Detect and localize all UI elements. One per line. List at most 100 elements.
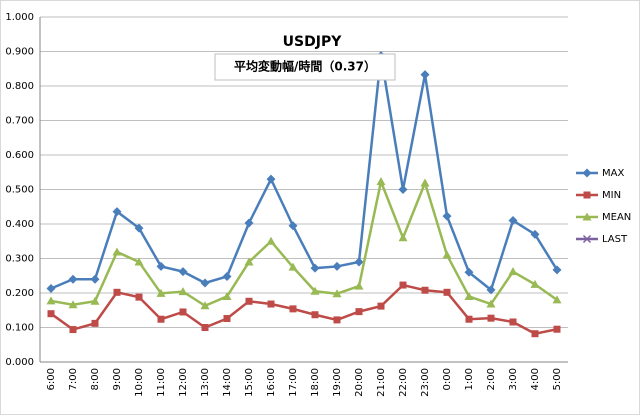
marker (464, 267, 474, 277)
marker (134, 223, 144, 233)
marker (398, 233, 408, 242)
marker (464, 291, 474, 300)
marker (310, 263, 320, 273)
marker (178, 287, 188, 296)
x-tick-label: 2:00 (486, 368, 497, 390)
legend: MAX MIN MEAN LAST (576, 168, 631, 245)
marker (420, 70, 430, 80)
x-tick-label: 9:00 (112, 368, 123, 390)
marker (508, 216, 518, 226)
marker (583, 191, 591, 199)
y-tick-label: 1.000 (5, 12, 34, 23)
marker (486, 299, 496, 308)
marker (288, 221, 298, 231)
marker (398, 185, 408, 194)
x-tick-label: 3:00 (508, 368, 519, 390)
legend-marker (582, 168, 592, 178)
marker (267, 300, 275, 308)
marker (288, 262, 298, 271)
series-line (50, 55, 559, 293)
marker (178, 267, 188, 277)
marker (376, 177, 386, 186)
marker (553, 325, 561, 333)
marker (420, 178, 430, 187)
x-tick-label: 4:00 (530, 368, 541, 390)
x-tick-label: 15:00 (244, 368, 255, 397)
y-tick-label: 0.600 (5, 150, 34, 161)
marker (310, 286, 320, 295)
marker (201, 324, 209, 331)
series-line (50, 283, 558, 336)
marker (354, 281, 364, 290)
marker (442, 250, 452, 259)
x-tick-label: 6:00 (46, 368, 57, 390)
marker (582, 168, 592, 178)
marker (442, 211, 452, 221)
marker (135, 293, 143, 301)
x-tick-label: 21:00 (376, 368, 387, 397)
marker (582, 234, 592, 244)
legend-label: MEAN (602, 212, 631, 223)
marker (244, 257, 254, 266)
x-tick-label: 17:00 (288, 368, 299, 397)
marker (355, 308, 363, 316)
marker (90, 274, 100, 284)
y-tick-label: 0.200 (5, 288, 34, 299)
marker (333, 316, 341, 324)
marker (134, 257, 144, 266)
marker (266, 236, 276, 245)
legend-label: LAST (602, 234, 628, 245)
marker (377, 302, 385, 310)
legend-marker (582, 234, 592, 244)
marker (332, 289, 342, 298)
x-tick-label: 5:00 (552, 368, 563, 390)
marker (112, 207, 122, 217)
marker (399, 281, 407, 289)
marker (465, 315, 473, 323)
marker (266, 174, 276, 184)
x-tick-label: 23:00 (420, 368, 431, 397)
marker (552, 265, 562, 275)
marker (157, 315, 165, 323)
y-tick-label: 0.000 (5, 357, 34, 368)
y-tick-label: 0.900 (5, 47, 34, 58)
marker (486, 285, 496, 295)
x-tick-label: 7:00 (68, 368, 79, 390)
marker (582, 212, 592, 221)
x-tick-label: 19:00 (332, 368, 343, 397)
marker (508, 267, 518, 276)
chart-title: USDJPY (283, 34, 343, 50)
y-tick-label: 0.800 (5, 81, 34, 92)
marker (200, 301, 210, 310)
legend-marker (582, 212, 592, 221)
marker (332, 261, 342, 271)
marker (354, 257, 364, 267)
marker (223, 315, 231, 323)
marker (91, 319, 99, 327)
y-tick-label: 0.400 (5, 219, 34, 230)
marker (156, 261, 166, 271)
marker (509, 318, 517, 326)
y-tick-label: 0.300 (5, 254, 34, 265)
x-tick-label: 13:00 (200, 368, 211, 397)
marker (530, 229, 540, 239)
marker (112, 247, 122, 256)
marker (552, 295, 562, 304)
marker (487, 314, 495, 322)
marker (222, 271, 232, 281)
x-tick-label: 14:00 (222, 368, 233, 397)
y-tick-label: 0.700 (5, 116, 34, 127)
legend-label: MAX (602, 168, 624, 179)
x-tick-label: 1:00 (464, 368, 475, 390)
marker (68, 274, 78, 284)
marker (245, 297, 253, 305)
marker (244, 218, 254, 228)
marker (90, 296, 100, 305)
marker (156, 288, 166, 297)
legend-label: MIN (602, 190, 621, 201)
x-tick-label: 16:00 (266, 368, 277, 397)
marker (200, 278, 210, 288)
x-tick-label: 18:00 (310, 368, 321, 397)
x-tick-label: 8:00 (90, 368, 101, 390)
